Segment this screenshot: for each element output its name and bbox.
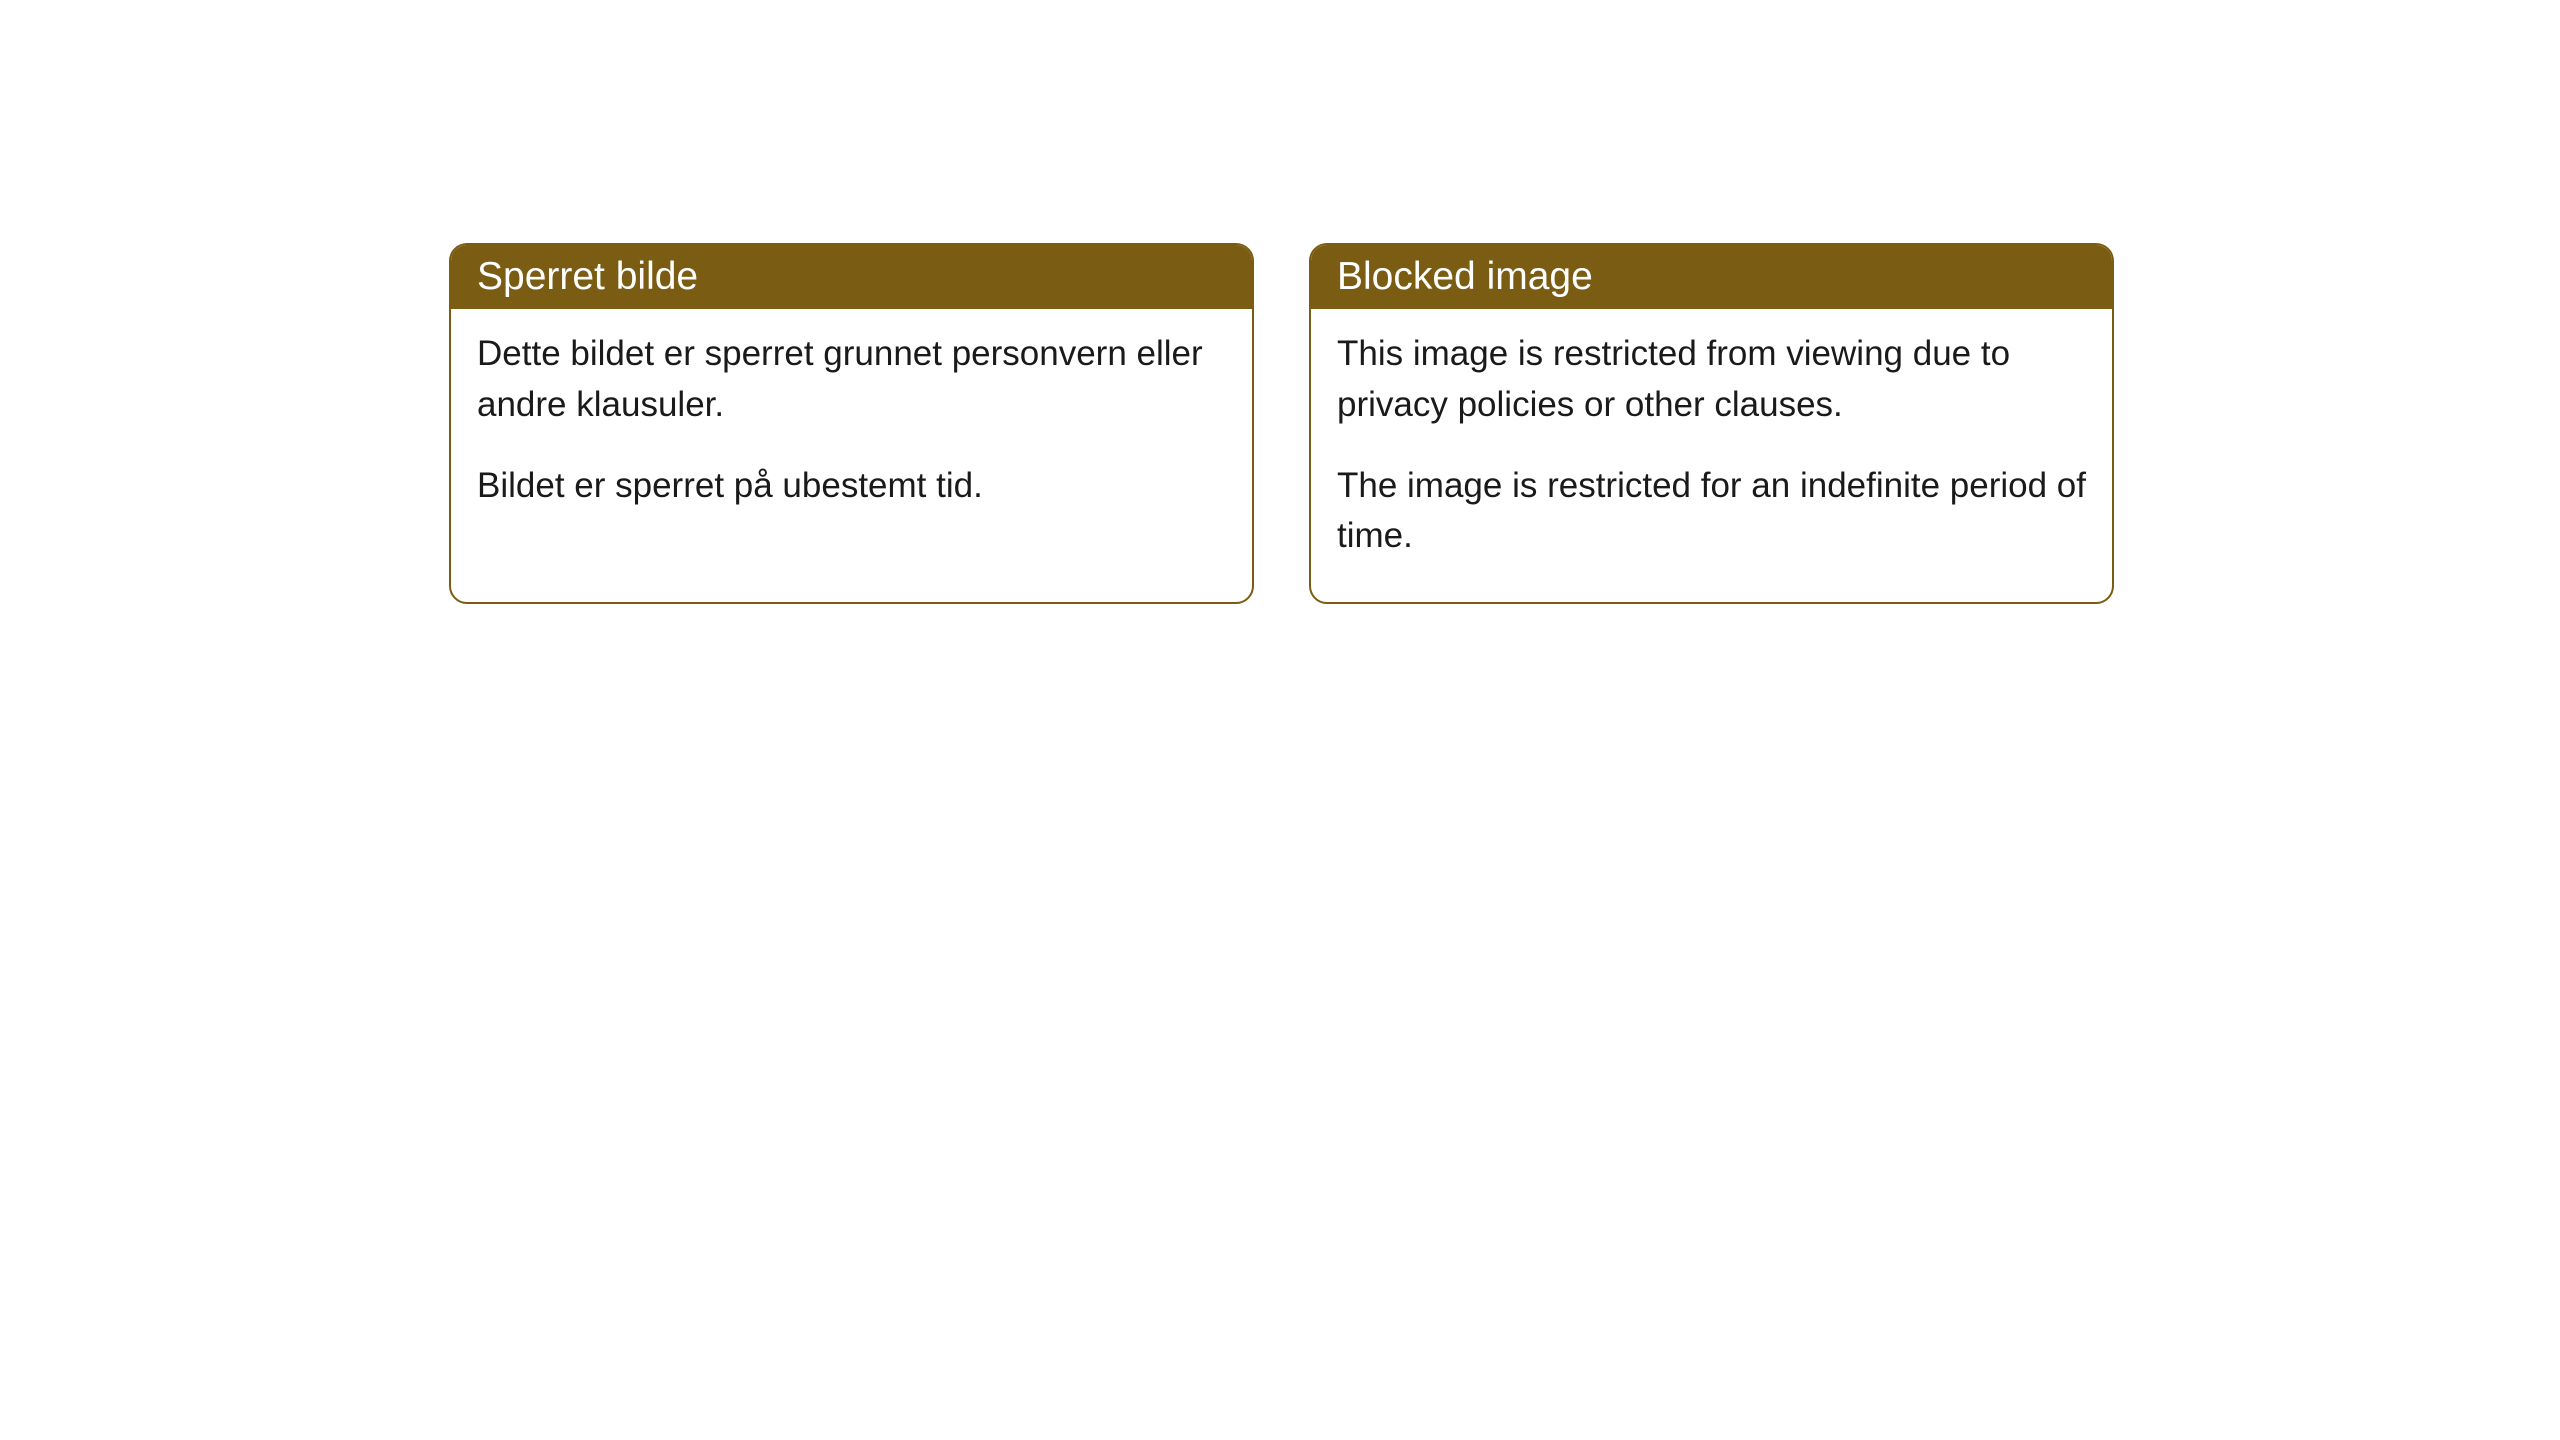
card-body: This image is restricted from viewing du…: [1311, 309, 2112, 602]
card-title: Sperret bilde: [477, 255, 698, 298]
card-paragraph-1: Dette bildet er sperret grunnet personve…: [477, 329, 1226, 431]
card-header: Blocked image: [1311, 245, 2112, 309]
card-header: Sperret bilde: [451, 245, 1252, 309]
blocked-image-card-english: Blocked image This image is restricted f…: [1309, 243, 2114, 604]
card-body: Dette bildet er sperret grunnet personve…: [451, 309, 1252, 551]
card-paragraph-2: Bildet er sperret på ubestemt tid.: [477, 461, 1226, 512]
cards-container: Sperret bilde Dette bildet er sperret gr…: [449, 243, 2114, 604]
card-title: Blocked image: [1337, 255, 1593, 298]
card-paragraph-1: This image is restricted from viewing du…: [1337, 329, 2086, 431]
card-paragraph-2: The image is restricted for an indefinit…: [1337, 461, 2086, 563]
blocked-image-card-norwegian: Sperret bilde Dette bildet er sperret gr…: [449, 243, 1254, 604]
